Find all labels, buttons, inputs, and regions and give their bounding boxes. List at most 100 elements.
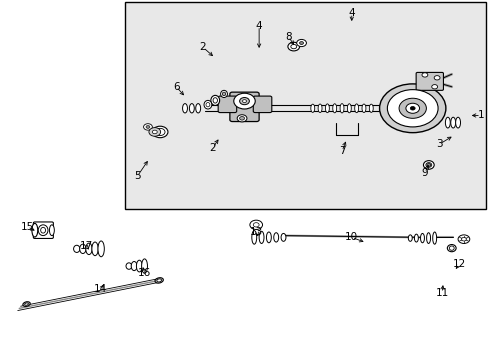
Ellipse shape bbox=[346, 104, 350, 113]
Ellipse shape bbox=[142, 259, 147, 273]
Ellipse shape bbox=[136, 260, 142, 272]
Ellipse shape bbox=[131, 261, 137, 271]
Ellipse shape bbox=[339, 104, 343, 113]
Ellipse shape bbox=[432, 232, 436, 244]
Circle shape bbox=[299, 41, 303, 44]
Text: 4: 4 bbox=[255, 21, 262, 31]
Text: 9: 9 bbox=[421, 168, 427, 178]
Ellipse shape bbox=[251, 230, 256, 244]
Ellipse shape bbox=[354, 104, 358, 113]
Ellipse shape bbox=[98, 241, 104, 257]
Circle shape bbox=[237, 115, 246, 122]
Ellipse shape bbox=[32, 224, 38, 237]
Ellipse shape bbox=[73, 245, 80, 252]
Ellipse shape bbox=[155, 129, 164, 135]
Circle shape bbox=[426, 163, 430, 166]
Ellipse shape bbox=[157, 279, 161, 282]
Ellipse shape bbox=[361, 104, 365, 113]
Ellipse shape bbox=[332, 104, 336, 113]
Ellipse shape bbox=[281, 233, 285, 241]
Ellipse shape bbox=[273, 233, 278, 242]
Text: 12: 12 bbox=[451, 259, 465, 269]
Circle shape bbox=[421, 73, 427, 77]
Ellipse shape bbox=[92, 242, 98, 256]
Circle shape bbox=[461, 237, 466, 241]
Ellipse shape bbox=[310, 104, 314, 112]
Text: 2: 2 bbox=[209, 143, 216, 153]
Ellipse shape bbox=[220, 90, 227, 98]
Circle shape bbox=[239, 98, 249, 105]
Text: 1: 1 bbox=[477, 111, 483, 121]
Ellipse shape bbox=[85, 243, 92, 255]
Circle shape bbox=[152, 130, 157, 134]
Ellipse shape bbox=[445, 117, 449, 128]
FancyBboxPatch shape bbox=[415, 72, 443, 90]
Circle shape bbox=[253, 223, 259, 227]
Circle shape bbox=[409, 107, 414, 110]
Ellipse shape bbox=[155, 278, 163, 283]
Ellipse shape bbox=[325, 104, 329, 113]
Ellipse shape bbox=[318, 104, 322, 113]
Text: 14: 14 bbox=[94, 284, 107, 294]
Circle shape bbox=[386, 90, 437, 127]
Ellipse shape bbox=[287, 42, 299, 51]
Text: 4: 4 bbox=[348, 8, 354, 18]
Ellipse shape bbox=[407, 235, 411, 241]
Ellipse shape bbox=[450, 117, 455, 128]
Ellipse shape bbox=[455, 117, 460, 128]
Ellipse shape bbox=[23, 302, 30, 306]
Ellipse shape bbox=[203, 100, 211, 109]
Circle shape bbox=[457, 235, 469, 243]
Ellipse shape bbox=[447, 244, 455, 252]
FancyBboxPatch shape bbox=[229, 92, 259, 122]
Text: 8: 8 bbox=[285, 32, 291, 41]
FancyBboxPatch shape bbox=[253, 96, 271, 113]
Ellipse shape bbox=[368, 104, 372, 112]
Ellipse shape bbox=[195, 104, 200, 113]
Text: 17: 17 bbox=[79, 241, 92, 251]
Text: 16: 16 bbox=[138, 268, 151, 278]
Ellipse shape bbox=[222, 92, 225, 96]
Ellipse shape bbox=[205, 103, 209, 107]
Ellipse shape bbox=[210, 95, 219, 105]
Ellipse shape bbox=[259, 231, 264, 243]
Circle shape bbox=[143, 124, 152, 130]
FancyBboxPatch shape bbox=[33, 222, 53, 238]
Circle shape bbox=[379, 84, 445, 133]
Text: 2: 2 bbox=[199, 42, 206, 52]
Text: 3: 3 bbox=[435, 139, 442, 149]
Ellipse shape bbox=[426, 233, 429, 243]
Ellipse shape bbox=[423, 161, 433, 169]
Ellipse shape bbox=[152, 126, 167, 138]
Text: 6: 6 bbox=[173, 82, 179, 92]
Ellipse shape bbox=[414, 234, 417, 242]
FancyBboxPatch shape bbox=[218, 96, 236, 113]
Ellipse shape bbox=[38, 225, 48, 235]
Circle shape bbox=[242, 100, 246, 103]
Text: 13: 13 bbox=[249, 227, 263, 237]
Ellipse shape bbox=[189, 104, 194, 113]
Circle shape bbox=[296, 40, 306, 46]
Circle shape bbox=[146, 126, 150, 129]
Ellipse shape bbox=[213, 98, 217, 103]
Ellipse shape bbox=[425, 163, 431, 167]
Ellipse shape bbox=[182, 104, 187, 113]
Ellipse shape bbox=[448, 246, 453, 250]
Text: 7: 7 bbox=[338, 146, 345, 156]
Text: 10: 10 bbox=[345, 232, 358, 242]
Ellipse shape bbox=[41, 227, 45, 233]
Bar bbox=[125, 3, 485, 209]
Circle shape bbox=[239, 117, 244, 120]
Ellipse shape bbox=[420, 233, 424, 243]
Text: 5: 5 bbox=[134, 171, 140, 181]
Ellipse shape bbox=[126, 263, 132, 269]
Circle shape bbox=[433, 76, 439, 80]
Ellipse shape bbox=[80, 244, 86, 253]
Ellipse shape bbox=[25, 303, 28, 305]
Ellipse shape bbox=[290, 44, 296, 49]
Circle shape bbox=[398, 98, 426, 118]
Circle shape bbox=[249, 220, 262, 229]
Circle shape bbox=[233, 93, 255, 109]
Text: 11: 11 bbox=[434, 288, 447, 298]
Circle shape bbox=[431, 85, 437, 89]
